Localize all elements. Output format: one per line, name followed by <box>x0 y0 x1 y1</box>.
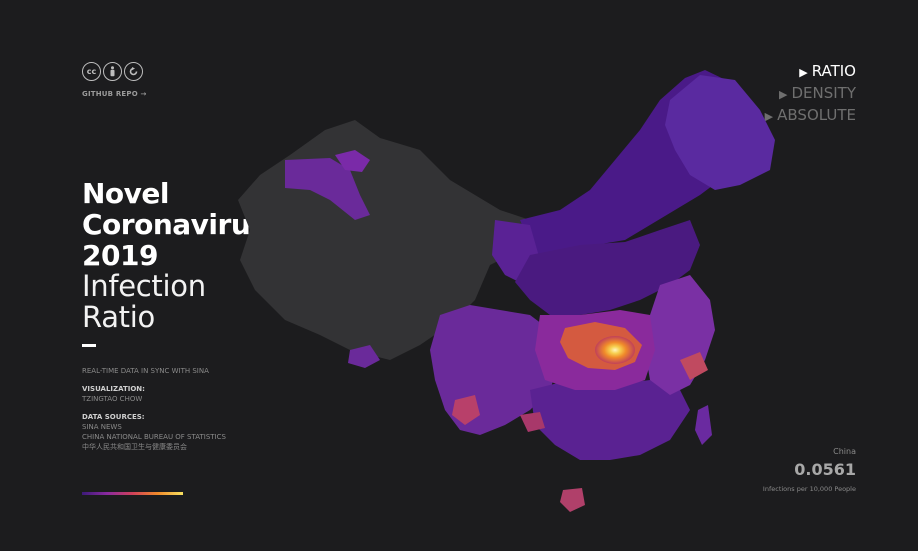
source-item: SINA NEWS <box>82 423 122 431</box>
region-tibet-east[interactable] <box>348 345 380 368</box>
region-hainan[interactable] <box>560 488 585 512</box>
region-coastal-hot[interactable] <box>680 352 708 380</box>
mode-absolute[interactable]: ▶ ABSOLUTE <box>764 106 856 124</box>
visualization-author: TZINGTAO CHOW <box>82 395 143 403</box>
region-guangxi[interactable] <box>520 412 545 432</box>
region-xinjiang-east[interactable] <box>335 150 370 172</box>
credits: REAL-TIME DATA IN SYNC WITH SINA VISUALI… <box>82 366 226 452</box>
title-divider <box>82 344 96 347</box>
mode-ratio[interactable]: ▶ RATIO <box>799 62 856 80</box>
region-northeast[interactable] <box>665 75 775 190</box>
data-sources-header: DATA SOURCES: <box>82 413 145 421</box>
mode-density[interactable]: ▶ DENSITY <box>779 84 856 102</box>
play-icon: ▶ <box>779 88 788 101</box>
region-yunnan-south[interactable] <box>452 395 480 425</box>
cc-icon: cc <box>82 62 101 81</box>
region-south[interactable] <box>530 380 690 460</box>
region-xinjiang-north[interactable] <box>285 158 370 220</box>
hover-stat: China 0.0561 Infections per 10,000 Peopl… <box>763 447 856 493</box>
license-icons[interactable]: cc <box>82 62 143 81</box>
title-line-4: Infection <box>82 269 206 303</box>
github-repo-link[interactable]: GITHUB REPO → <box>82 90 147 98</box>
stat-value: 0.0561 <box>794 460 856 479</box>
source-item: CHINA NATIONAL BUREAU OF STATISTICS <box>82 433 226 441</box>
region-wuhan[interactable] <box>595 336 635 364</box>
region-north-china[interactable] <box>515 220 700 315</box>
mode-selector: ▶ RATIO ▶ DENSITY ▶ ABSOLUTE <box>765 61 856 127</box>
title-line-2: Coronavirus <box>82 208 267 241</box>
region-east-coast[interactable] <box>645 275 715 395</box>
sync-note: REAL-TIME DATA IN SYNC WITH SINA <box>82 367 209 375</box>
source-item: 中华人民共和国卫生与健康委员会 <box>82 443 187 451</box>
china-map[interactable] <box>230 60 790 525</box>
title-line-3: 2019 <box>82 239 158 272</box>
title-line-5: Ratio <box>82 300 155 334</box>
play-icon: ▶ <box>764 110 774 123</box>
share-alike-icon <box>124 62 143 81</box>
title-line-1: Novel <box>82 177 170 210</box>
play-icon: ▶ <box>799 66 808 79</box>
stat-unit: Infections per 10,000 People <box>762 485 856 493</box>
visualization-header: VISUALIZATION: <box>82 385 145 393</box>
by-icon <box>103 62 122 81</box>
color-scale-legend <box>82 492 183 495</box>
region-taiwan[interactable] <box>695 405 712 445</box>
page-title: Novel Coronavirus 2019 Infection Ratio <box>82 177 267 334</box>
stat-region: China <box>833 447 856 456</box>
